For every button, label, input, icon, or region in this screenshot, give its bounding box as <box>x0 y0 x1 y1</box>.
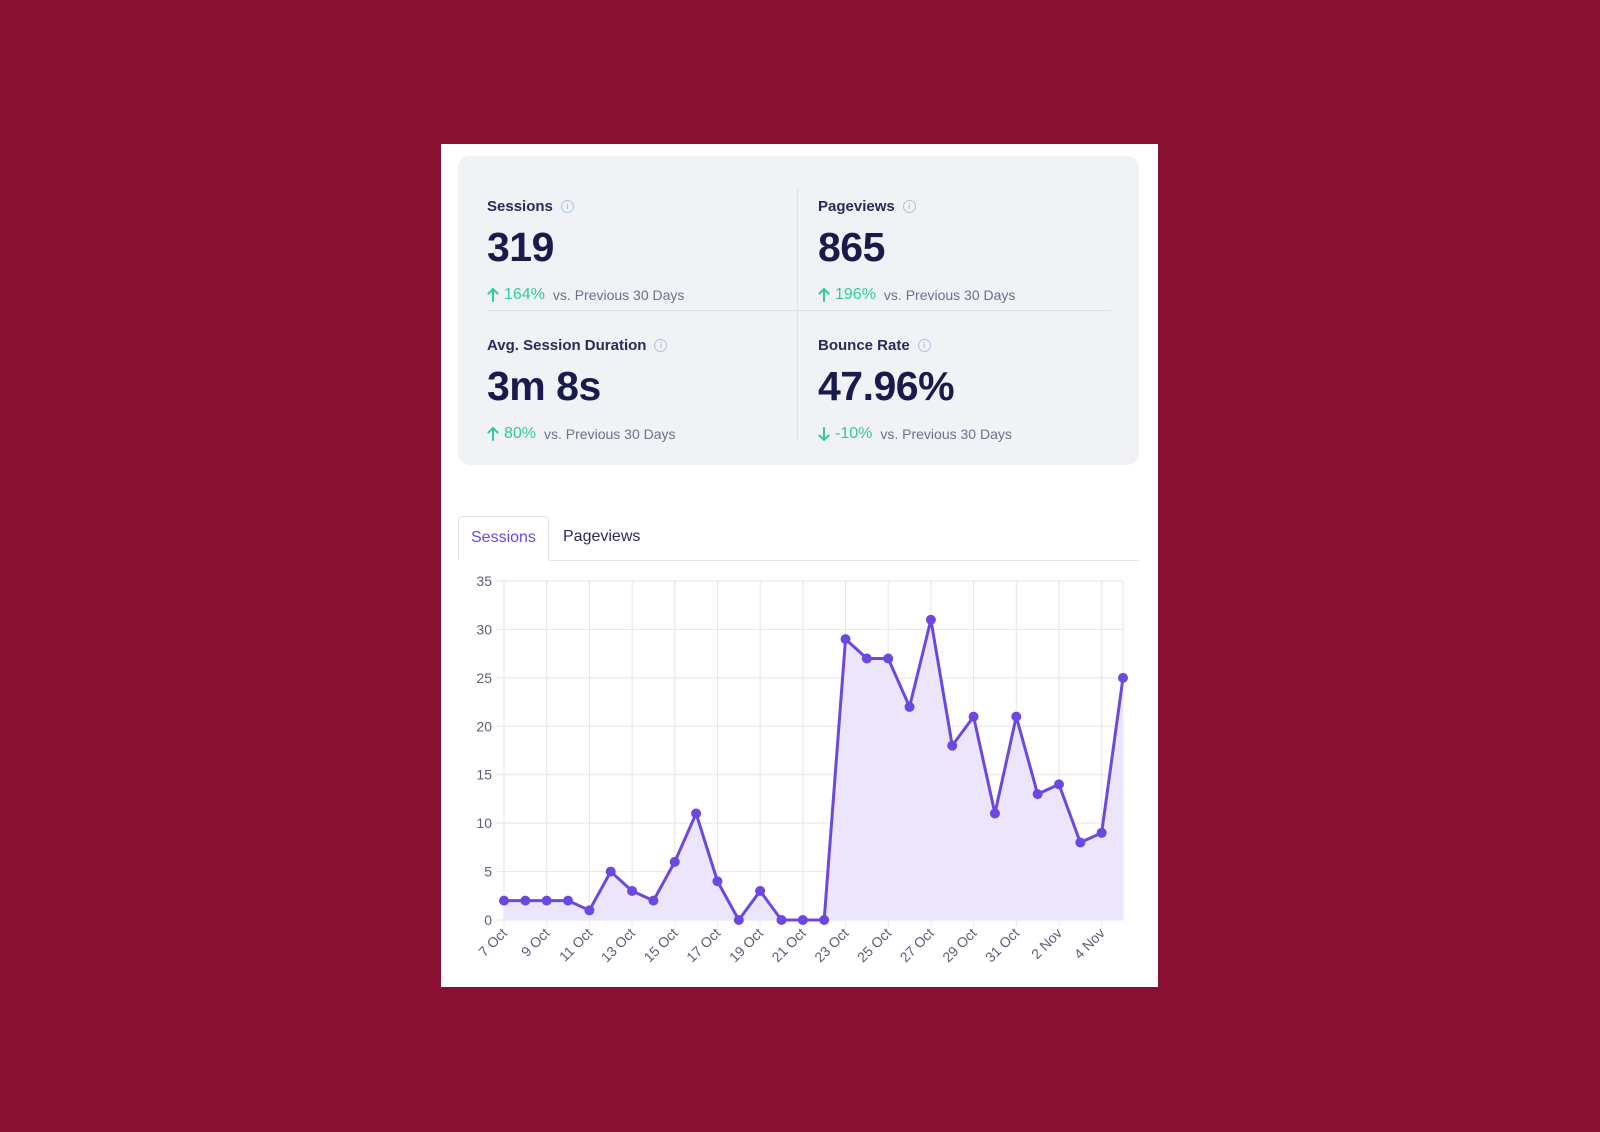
x-tick-label: 4 Nov <box>1071 925 1108 962</box>
y-tick-label: 30 <box>476 621 492 637</box>
data-point[interactable] <box>989 808 1000 819</box>
data-point[interactable] <box>904 701 915 712</box>
stat-bounce-rate: Bounce Rate i 47.96% -10% vs. Previous 3… <box>818 327 1118 457</box>
data-point[interactable] <box>861 653 872 664</box>
stat-sessions: Sessions i 319 164% vs. Previous 30 Days <box>487 188 787 318</box>
stat-label: Pageviews <box>818 198 895 215</box>
stats-grid: Sessions i 319 164% vs. Previous 30 Days… <box>487 188 1111 448</box>
data-point[interactable] <box>776 915 787 925</box>
y-tick-label: 10 <box>476 815 492 831</box>
data-point[interactable] <box>691 808 702 819</box>
sessions-line <box>504 618 1125 922</box>
data-point[interactable] <box>648 895 659 906</box>
data-point[interactable] <box>520 895 531 906</box>
data-point[interactable] <box>968 711 979 722</box>
arrow-up-icon <box>487 288 499 302</box>
arrow-down-icon <box>818 427 830 441</box>
x-tick-label: 9 Oct <box>518 925 553 960</box>
arrow-up-icon <box>487 427 499 441</box>
x-tick-label: 29 Oct <box>939 925 980 966</box>
stat-value: 865 <box>818 224 885 270</box>
horizontal-divider <box>487 310 1111 311</box>
data-point[interactable] <box>883 653 894 664</box>
change-value: -10% <box>835 425 873 442</box>
analytics-card: Sessions i 319 164% vs. Previous 30 Days… <box>441 144 1158 987</box>
stat-avg-session-duration: Avg. Session Duration i 3m 8s 80% vs. Pr… <box>487 327 787 457</box>
data-point[interactable] <box>605 866 616 877</box>
x-tick-label: 11 Oct <box>556 925 596 965</box>
data-point[interactable] <box>797 915 808 925</box>
tab-pageviews[interactable]: Pageviews <box>563 528 641 545</box>
change-value: 164% <box>504 286 545 303</box>
chart-tabs: Sessions Pageviews <box>458 516 1139 561</box>
data-point[interactable] <box>947 740 958 751</box>
change-value: 196% <box>835 286 876 303</box>
data-point[interactable] <box>925 614 936 625</box>
tab-sessions[interactable]: Sessions <box>458 516 549 561</box>
data-point[interactable] <box>584 905 595 916</box>
y-tick-label: 5 <box>484 864 492 880</box>
data-point[interactable] <box>1118 672 1128 683</box>
data-point[interactable] <box>1096 827 1107 838</box>
data-point[interactable] <box>712 876 723 887</box>
data-point[interactable] <box>563 895 574 906</box>
stat-change: 80% vs. Previous 30 Days <box>487 425 676 443</box>
data-point[interactable] <box>819 915 830 925</box>
data-point[interactable] <box>541 895 552 906</box>
change-value: 80% <box>504 425 537 442</box>
stat-value: 47.96% <box>818 363 955 409</box>
change-note: vs. Previous 30 Days <box>544 426 676 442</box>
y-tick-label: 25 <box>476 670 492 686</box>
stat-change: 164% vs. Previous 30 Days <box>487 286 684 304</box>
y-tick-label: 35 <box>476 573 492 589</box>
change-note: vs. Previous 30 Days <box>883 287 1016 303</box>
x-tick-label: 7 Oct <box>475 925 510 960</box>
stat-label: Bounce Rate <box>818 337 910 354</box>
stat-label: Sessions <box>487 198 553 215</box>
stat-pageviews: Pageviews i 865 196% vs. Previous 30 Day… <box>818 188 1118 318</box>
data-point[interactable] <box>627 885 638 896</box>
y-tick-label: 0 <box>484 912 492 928</box>
y-tick-label: 20 <box>476 718 492 734</box>
info-icon[interactable]: i <box>902 200 916 213</box>
data-point[interactable] <box>1075 837 1086 848</box>
y-tick-label: 15 <box>476 767 492 783</box>
stat-value: 319 <box>487 224 554 270</box>
x-tick-label: 31 Oct <box>982 925 1023 966</box>
data-point[interactable] <box>733 915 744 925</box>
arrow-up-icon <box>818 288 830 302</box>
x-tick-label: 21 Oct <box>768 925 809 966</box>
info-icon[interactable]: i <box>917 339 931 352</box>
x-tick-label: 15 Oct <box>640 925 681 966</box>
x-tick-label: 27 Oct <box>897 925 938 966</box>
stat-value: 3m 8s <box>487 363 601 409</box>
data-point[interactable] <box>499 895 509 906</box>
x-tick-label: 2 Nov <box>1028 925 1065 962</box>
vertical-divider <box>797 188 798 440</box>
stat-label: Avg. Session Duration <box>487 337 647 354</box>
change-note: vs. Previous 30 Days <box>880 426 1012 442</box>
data-point[interactable] <box>669 856 680 867</box>
stats-panel: Sessions i 319 164% vs. Previous 30 Days… <box>458 156 1139 465</box>
change-note: vs. Previous 30 Days <box>552 287 685 303</box>
data-point[interactable] <box>1032 789 1043 800</box>
x-tick-label: 19 Oct <box>726 925 767 966</box>
sessions-area <box>504 619 1123 920</box>
data-point[interactable] <box>840 634 851 645</box>
stat-change: -10% vs. Previous 30 Days <box>818 425 1012 443</box>
x-tick-label: 13 Oct <box>598 925 639 966</box>
data-point[interactable] <box>1011 711 1022 722</box>
sessions-line-chart: 0 5 10 15 20 25 30 35 7 Oct 9 Oct 11 Oct 13 Oct 15 … <box>475 573 1128 966</box>
info-icon[interactable]: i <box>654 339 668 352</box>
data-point[interactable] <box>755 885 766 896</box>
info-icon[interactable]: i <box>560 200 574 213</box>
x-tick-label: 23 Oct <box>811 925 852 966</box>
data-point[interactable] <box>1053 779 1064 790</box>
x-tick-label: 25 Oct <box>854 925 895 966</box>
x-tick-label: 17 Oct <box>683 925 724 966</box>
stat-change: 196% vs. Previous 30 Days <box>818 286 1015 304</box>
